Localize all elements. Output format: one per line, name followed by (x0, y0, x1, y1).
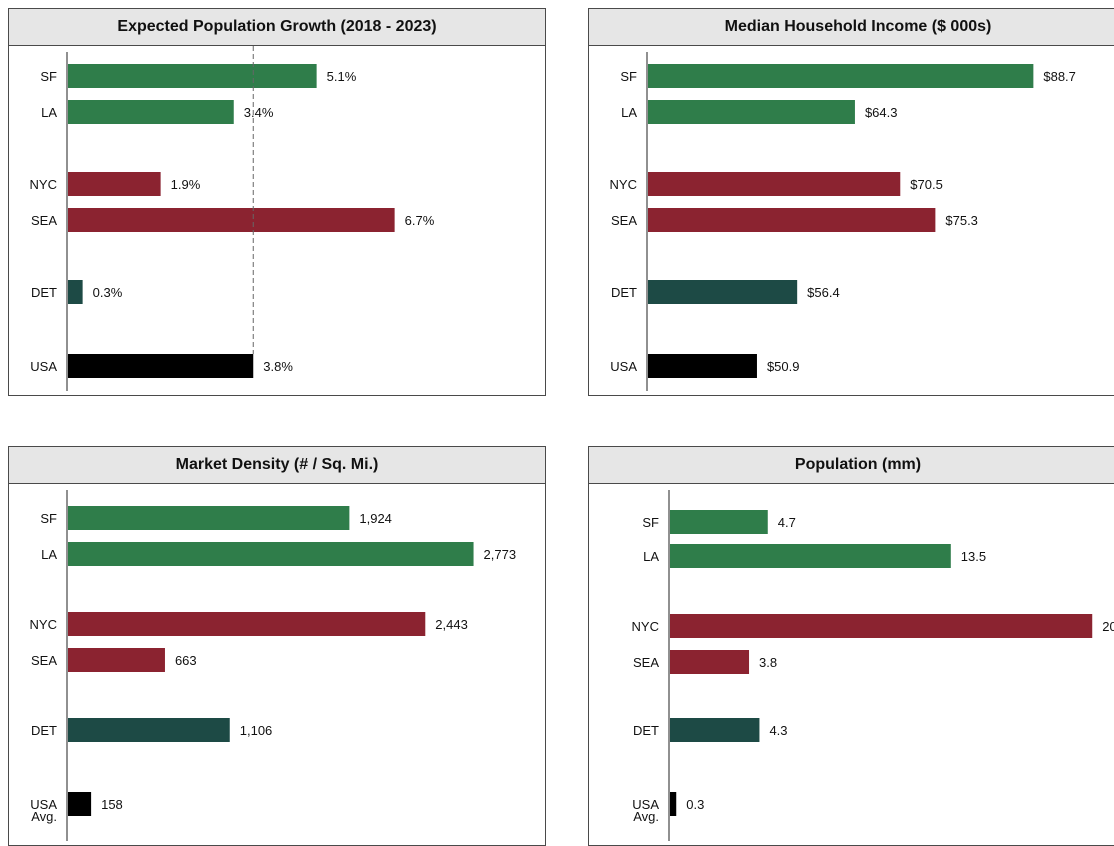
value-label-la: 13.5 (961, 549, 986, 564)
value-label-det: 1,106 (240, 723, 273, 738)
bar-nyc (68, 172, 161, 196)
value-label-nyc: 1.9% (171, 177, 201, 192)
chart-median-income: SF $88.7 LA $64.3 NYC $70.5 SEA $75.3 DET $56.4 US… (610, 52, 1076, 391)
category-label-la: LA (41, 547, 57, 562)
category-label-sf: SF (642, 515, 659, 530)
value-label-la: $64.3 (865, 105, 898, 120)
category-label-la: LA (643, 549, 659, 564)
bar-usa-avg (670, 792, 677, 816)
value-label-det: $56.4 (807, 285, 840, 300)
category-label-det: DET (633, 723, 659, 738)
bar-sea (648, 208, 936, 232)
chart-market-density: SF 1,924 LA 2,773 NYC 2,443 SEA 663 DET 1,106 USA A… (30, 490, 517, 841)
value-label-sf: $88.7 (1043, 69, 1076, 84)
category-label-usa-avg: USA Avg. (632, 797, 659, 824)
category-label-nyc: NYC (632, 619, 659, 634)
value-label-nyc: 2,443 (435, 617, 468, 632)
chart-title: Median Household Income ($ 000s) (589, 9, 1114, 46)
category-label-sea: SEA (31, 653, 57, 668)
value-label-nyc: 20.3 (1102, 619, 1114, 634)
value-label-nyc: $70.5 (910, 177, 943, 192)
bar-det (68, 280, 83, 304)
chart-panel-population-growth: Expected Population Growth (2018 - 2023)… (8, 8, 546, 396)
bar-sea (670, 650, 750, 674)
bar-det (648, 280, 798, 304)
value-label-det: 0.3% (93, 285, 123, 300)
bar-sf (68, 64, 317, 88)
value-label-sea: $75.3 (945, 213, 978, 228)
value-label-la: 2,773 (484, 547, 517, 562)
category-label-la: LA (621, 105, 637, 120)
category-label-det: DET (611, 285, 637, 300)
category-label-sf: SF (40, 511, 57, 526)
chart-panel-market-density: Market Density (# / Sq. Mi.) SF 1,924 LA 2,… (8, 446, 546, 846)
bar-usa (648, 354, 757, 378)
bar-usa (68, 354, 254, 378)
category-label-det: DET (31, 723, 57, 738)
bar-la (670, 544, 951, 568)
bar-la (648, 100, 855, 124)
bar-nyc (648, 172, 901, 196)
bar-det (68, 718, 230, 742)
bar-sf (648, 64, 1034, 88)
category-label-usa-avg: USA Avg. (30, 797, 57, 824)
category-label-usa: USA (30, 359, 57, 374)
chart-panel-median-income: Median Household Income ($ 000s) SF $88.7… (588, 8, 1114, 396)
value-label-usa: $50.9 (767, 359, 800, 374)
chart-title: Market Density (# / Sq. Mi.) (9, 447, 545, 484)
value-label-sf: 4.7 (778, 515, 796, 530)
chart-title: Expected Population Growth (2018 - 2023) (9, 9, 545, 46)
value-label-usa: 3.8% (263, 359, 293, 374)
category-label-nyc: NYC (30, 617, 57, 632)
category-label-la: LA (41, 105, 57, 120)
bar-usa-avg (68, 792, 92, 816)
bar-la (68, 542, 474, 566)
bar-nyc (68, 612, 426, 636)
bar-sf (670, 510, 768, 534)
bar-la (68, 100, 234, 124)
category-label-sea: SEA (633, 655, 659, 670)
bar-sea (68, 648, 165, 672)
bar-sf (68, 506, 350, 530)
value-label-sf: 5.1% (327, 69, 357, 84)
chart-panel-population: Population (mm) SF 4.7 LA 13.5 NYC 20.3 SEA 3.8… (588, 446, 1114, 846)
chart-title: Population (mm) (589, 447, 1114, 484)
category-label-sf: SF (620, 69, 637, 84)
value-label-usa-avg: 158 (101, 797, 123, 812)
value-label-det: 4.3 (769, 723, 787, 738)
value-label-sf: 1,924 (359, 511, 392, 526)
category-label-sea: SEA (31, 213, 57, 228)
category-label-nyc: NYC (30, 177, 57, 192)
value-label-sea: 663 (175, 653, 197, 668)
category-label-sf: SF (40, 69, 57, 84)
value-label-sea: 3.8 (759, 655, 777, 670)
value-label-sea: 6.7% (405, 213, 435, 228)
value-label-la: 3.4% (244, 105, 274, 120)
category-label-nyc: NYC (610, 177, 637, 192)
bar-det (670, 718, 760, 742)
category-label-det: DET (31, 285, 57, 300)
chart-population-growth: SF 5.1% LA 3.4% NYC 1.9% SEA 6.7% DET 0.3% USA 3.8% (30, 46, 435, 391)
category-label-sea: SEA (611, 213, 637, 228)
bar-sea (68, 208, 395, 232)
bar-nyc (670, 614, 1093, 638)
value-label-usa-avg: 0.3 (686, 797, 704, 812)
category-label-usa: USA (610, 359, 637, 374)
